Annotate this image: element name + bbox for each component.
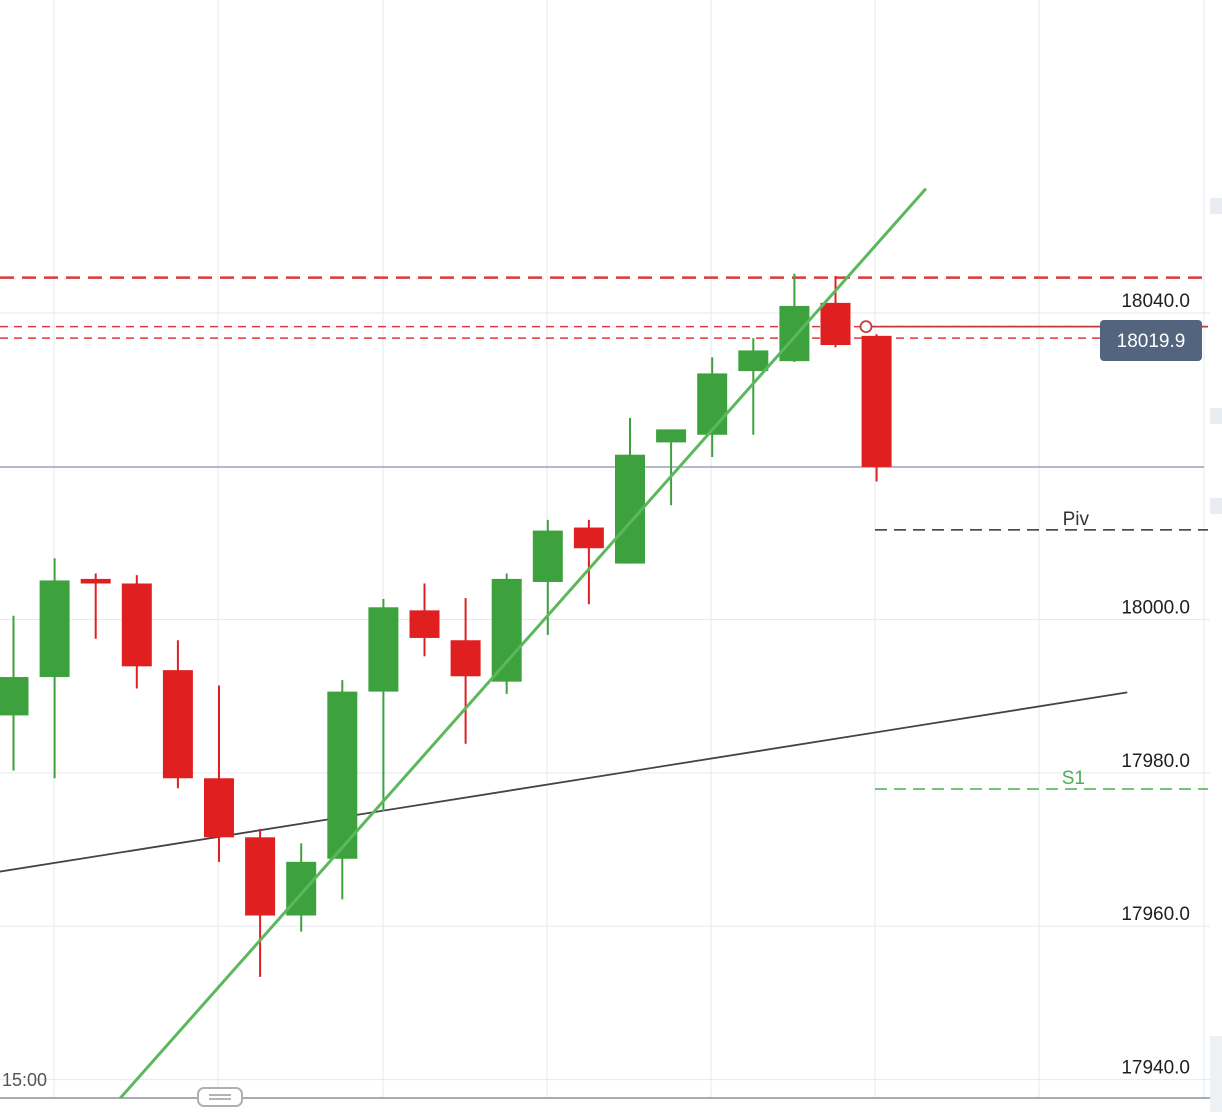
candle[interactable] xyxy=(286,843,317,932)
candle-body-down xyxy=(80,578,111,584)
support1-label: S1 xyxy=(1062,768,1085,789)
scroll-handle-box[interactable] xyxy=(197,1087,243,1107)
time-label-15-00: 15:00 xyxy=(2,1070,47,1090)
candle[interactable] xyxy=(162,640,193,789)
price-tick-18000.0: 18000.0 xyxy=(1121,598,1190,619)
right-scale-marker-bottom xyxy=(1210,1036,1222,1112)
candle[interactable] xyxy=(573,519,604,605)
candle[interactable] xyxy=(121,575,152,689)
candle-body-down xyxy=(409,610,440,638)
right-scale-marker-1 xyxy=(1210,408,1222,424)
order-level-marker-icon xyxy=(859,320,873,334)
current-price-label: 18019.9 xyxy=(1117,331,1186,352)
current-price-badge[interactable]: 18019.9 xyxy=(1100,320,1202,361)
support-trend-line xyxy=(0,691,1128,873)
candle-body-down xyxy=(204,778,234,838)
candle[interactable] xyxy=(39,558,70,779)
candle-body-up xyxy=(39,580,70,678)
candle[interactable] xyxy=(738,338,769,435)
price-tick-17940.0: 17940.0 xyxy=(1121,1058,1190,1079)
candle[interactable] xyxy=(368,598,399,812)
labels: 18040.0 18000.0 17980.0 17960.0 17940.0 Piv S1 xyxy=(1062,291,1190,1079)
candle-body-up xyxy=(738,350,769,372)
candle-body-up xyxy=(656,429,687,443)
candle-body-up xyxy=(779,305,810,362)
pivot-label: Piv xyxy=(1063,509,1090,530)
x-axis-label-group: 15:00 xyxy=(2,1070,47,1090)
candle-body-up xyxy=(368,607,399,692)
current-price-badge-bg xyxy=(1100,320,1202,361)
candle-body-up xyxy=(0,677,29,716)
candle-body-up xyxy=(491,578,522,682)
candle[interactable] xyxy=(861,334,892,482)
price-tick-18040.0: 18040.0 xyxy=(1121,291,1190,312)
candle-body-up xyxy=(697,373,728,435)
candle[interactable] xyxy=(327,680,358,900)
scroll-handle[interactable] xyxy=(197,1087,243,1107)
price-tick-17980.0: 17980.0 xyxy=(1121,751,1190,772)
candle-body-down xyxy=(121,583,152,667)
candle-body-down xyxy=(162,670,193,779)
right-scale-marker-0 xyxy=(1210,198,1222,214)
candle-body-up xyxy=(532,530,563,582)
candle[interactable] xyxy=(450,598,481,744)
candle[interactable] xyxy=(245,828,276,977)
candle[interactable] xyxy=(820,276,851,348)
candle[interactable] xyxy=(491,573,522,694)
candle[interactable] xyxy=(409,583,440,657)
candle[interactable] xyxy=(204,685,234,862)
candle-body-up xyxy=(615,454,645,564)
candle[interactable] xyxy=(697,357,728,457)
candle[interactable] xyxy=(615,417,645,564)
candle-body-down xyxy=(450,640,481,677)
candle-body-up xyxy=(327,691,358,859)
candle-body-down xyxy=(573,527,604,549)
candle[interactable] xyxy=(656,429,687,506)
price-tick-17960.0: 17960.0 xyxy=(1121,904,1190,925)
candle-body-down xyxy=(245,837,276,916)
candle[interactable] xyxy=(0,615,29,771)
overlay-lines xyxy=(0,276,1208,873)
candle[interactable] xyxy=(779,273,810,362)
uptrend-line xyxy=(119,187,928,1099)
candles[interactable] xyxy=(0,187,928,1099)
candle-body-down xyxy=(861,335,892,467)
candle[interactable] xyxy=(80,573,111,639)
candle-body-down xyxy=(820,302,851,346)
right-scale-marker-2 xyxy=(1210,498,1222,514)
